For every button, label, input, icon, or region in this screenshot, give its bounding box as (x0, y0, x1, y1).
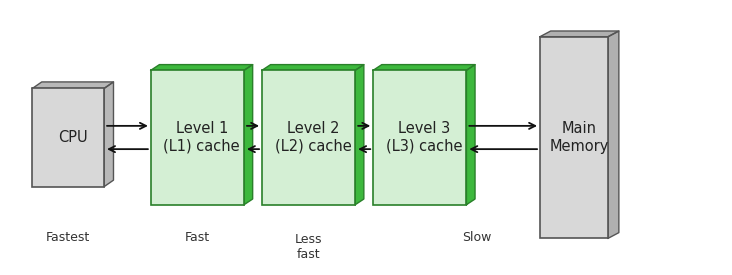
Bar (32, 88, 104, 187)
Text: Slow: Slow (463, 230, 492, 244)
Polygon shape (244, 65, 253, 205)
Text: CPU: CPU (58, 130, 88, 145)
Polygon shape (608, 31, 619, 238)
Bar (151, 70, 244, 205)
Text: Main
Memory: Main Memory (550, 121, 609, 154)
Text: Fastest: Fastest (46, 230, 91, 244)
Polygon shape (540, 31, 619, 37)
Text: Level 3
(L3) cache: Level 3 (L3) cache (386, 121, 463, 154)
Polygon shape (32, 82, 113, 88)
Text: Level 1
(L1) cache: Level 1 (L1) cache (163, 121, 240, 154)
Polygon shape (466, 65, 475, 205)
Polygon shape (355, 65, 364, 205)
Polygon shape (104, 82, 113, 187)
Polygon shape (151, 65, 253, 70)
Text: Level 2
(L2) cache: Level 2 (L2) cache (274, 121, 351, 154)
Text: Less
fast: Less fast (295, 233, 322, 261)
Bar (373, 70, 466, 205)
Text: Fast: Fast (185, 230, 210, 244)
Polygon shape (373, 65, 475, 70)
Bar (540, 37, 608, 238)
Polygon shape (262, 65, 364, 70)
Bar (262, 70, 355, 205)
